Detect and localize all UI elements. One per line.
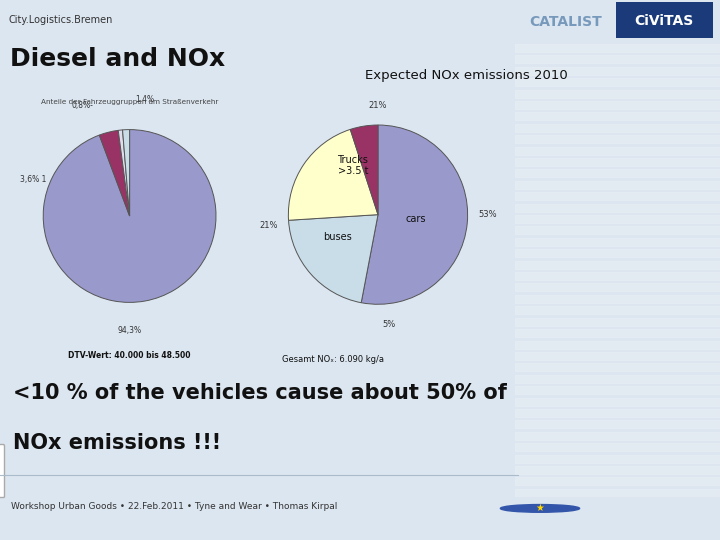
Title: Anteile der Fahrzeuggruppen am Straßenverkehr: Anteile der Fahrzeuggruppen am Straßenve… (41, 99, 218, 105)
Text: <10 % of the vehicles cause about 50% of: <10 % of the vehicles cause about 50% of (13, 383, 507, 403)
Bar (515, 455, 720, 463)
Bar (515, 306, 720, 314)
Wedge shape (289, 130, 378, 220)
Text: 1,4%: 1,4% (135, 95, 155, 104)
Bar (515, 443, 720, 451)
Bar (515, 341, 720, 348)
Bar (515, 284, 720, 292)
Bar (515, 249, 720, 257)
Wedge shape (351, 125, 378, 214)
FancyBboxPatch shape (616, 2, 713, 38)
Bar (515, 170, 720, 177)
Bar (515, 112, 720, 120)
Bar (515, 272, 720, 280)
Text: 5%: 5% (382, 320, 395, 328)
Bar (515, 90, 720, 98)
Text: Expected NOx emissions 2010: Expected NOx emissions 2010 (364, 69, 567, 82)
Bar (515, 204, 720, 212)
Bar (515, 329, 720, 337)
Text: CATALIST: CATALIST (529, 15, 602, 29)
Bar (515, 78, 720, 86)
Legend: Cars, Light duty veh ≤3.5 t, buses, Heavy duty veh >3.5 t: Cars, Light duty veh ≤3.5 t, buses, Heav… (0, 444, 4, 497)
Bar (515, 409, 720, 417)
Bar (515, 55, 720, 63)
Text: NOx emissions !!!: NOx emissions !!! (13, 433, 221, 453)
Bar (515, 226, 720, 234)
Text: 94,3%: 94,3% (117, 326, 142, 335)
Bar (515, 375, 720, 383)
Bar (515, 101, 720, 109)
Bar (515, 135, 720, 143)
Bar (515, 466, 720, 474)
Text: ★: ★ (536, 503, 544, 514)
Bar (515, 489, 720, 497)
Circle shape (500, 504, 580, 512)
Text: cars: cars (405, 214, 426, 224)
Text: Gesamt NOₓ: 6.090 kg/a: Gesamt NOₓ: 6.090 kg/a (282, 355, 384, 364)
Bar (515, 238, 720, 246)
Text: Trucks
>3.5 t: Trucks >3.5 t (338, 154, 369, 176)
Wedge shape (43, 130, 216, 302)
Bar (515, 363, 720, 372)
Bar (515, 352, 720, 360)
Text: buses: buses (323, 232, 352, 242)
Text: 21%: 21% (259, 221, 278, 230)
Bar (515, 192, 720, 200)
Bar (515, 318, 720, 326)
Bar (515, 386, 720, 394)
Bar (515, 295, 720, 303)
Wedge shape (122, 130, 130, 216)
Text: Workshop Urban Goods • 22.Feb.2011 • Tyne and Wear • Thomas Kirpal: Workshop Urban Goods • 22.Feb.2011 • Tyn… (11, 502, 337, 511)
Bar (515, 124, 720, 132)
Text: 53%: 53% (478, 210, 497, 219)
Bar (515, 158, 720, 166)
Wedge shape (289, 214, 378, 303)
Text: City.Logistics.Bremen: City.Logistics.Bremen (9, 15, 113, 25)
Text: Diesel and NOx: Diesel and NOx (10, 48, 225, 71)
Text: CiViTAS: CiViTAS (634, 14, 693, 28)
Text: 3,6% 1: 3,6% 1 (19, 175, 46, 184)
Bar (515, 432, 720, 440)
Bar (515, 420, 720, 428)
Wedge shape (99, 130, 130, 216)
Bar (515, 181, 720, 189)
Wedge shape (118, 130, 130, 216)
Bar (515, 397, 720, 406)
Bar (515, 215, 720, 223)
Bar (515, 477, 720, 485)
Text: 0,8%-: 0,8%- (71, 101, 93, 110)
Bar (515, 146, 720, 154)
Bar (515, 44, 720, 52)
Wedge shape (361, 125, 467, 304)
Bar (515, 261, 720, 269)
Bar (515, 67, 720, 75)
Text: DTV-Wert: 40.000 bis 48.500: DTV-Wert: 40.000 bis 48.500 (68, 352, 191, 361)
Text: 21%: 21% (369, 101, 387, 110)
